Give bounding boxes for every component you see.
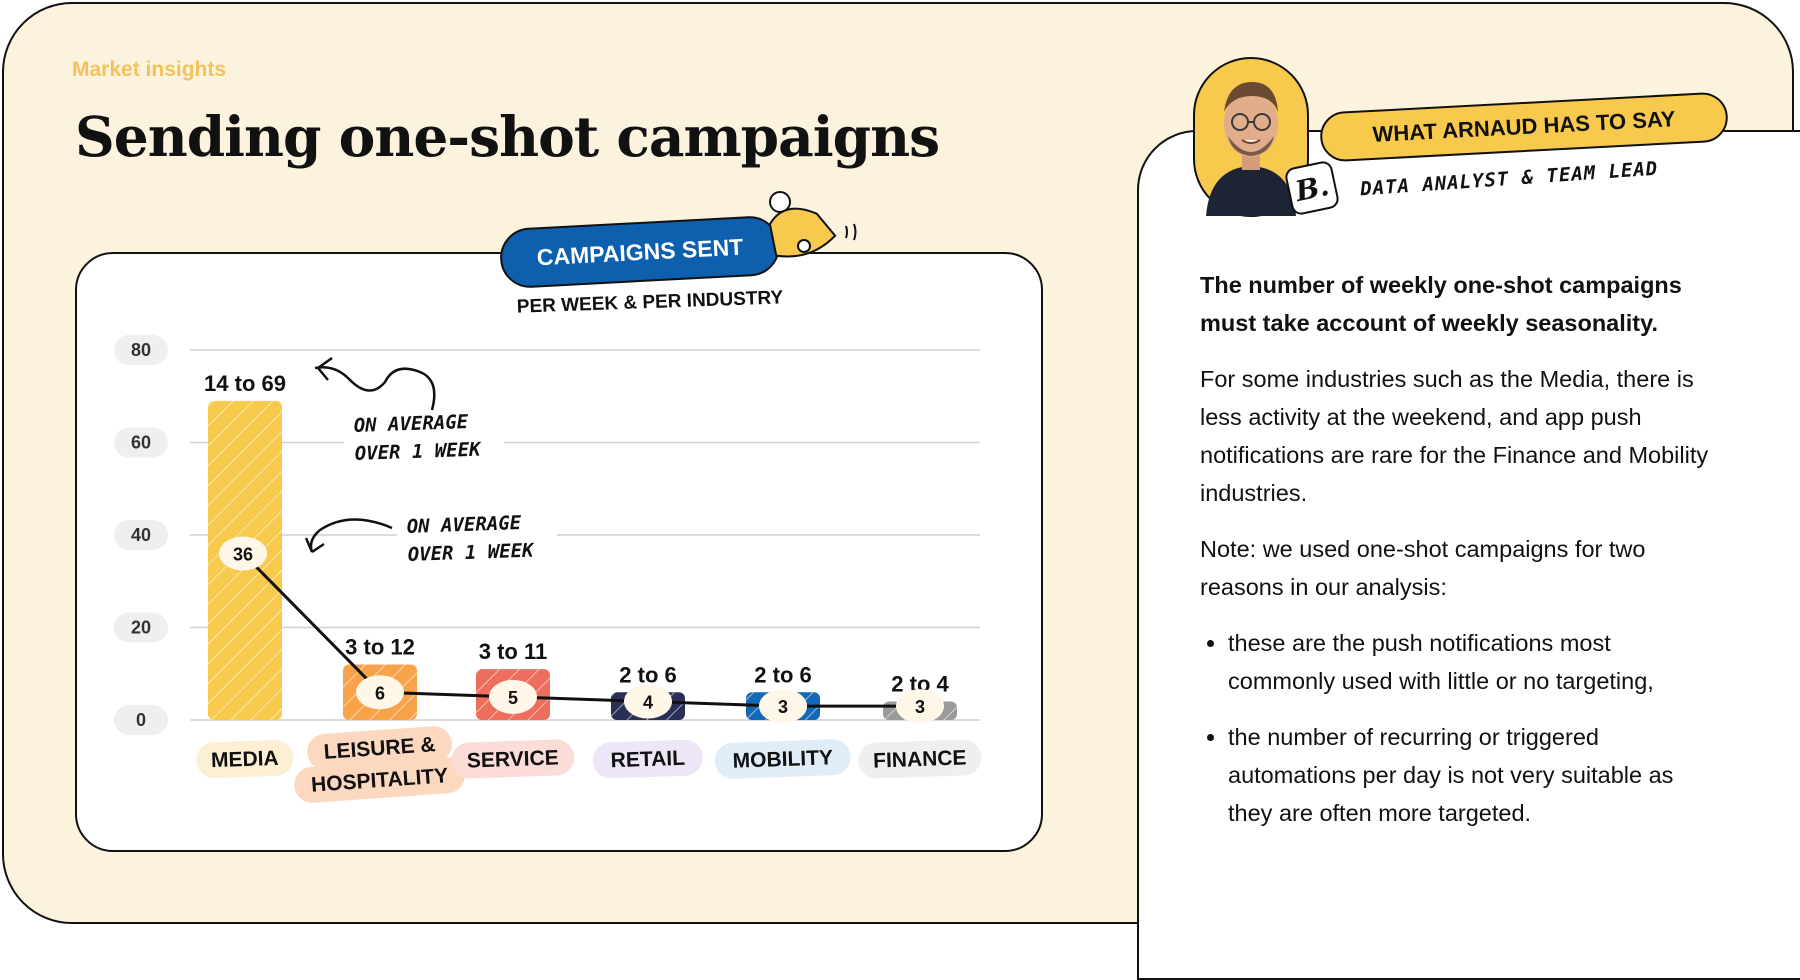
brand-logo: B. bbox=[1283, 159, 1341, 217]
average-marker bbox=[624, 684, 672, 719]
annotation-text: OVER 1 WEEK bbox=[407, 540, 535, 566]
annotation-arrow bbox=[309, 518, 393, 553]
category-label: FINANCE bbox=[873, 746, 967, 772]
y-tick-label: 0 bbox=[136, 710, 146, 730]
commentary-lead: The number of weekly one-shot campaigns … bbox=[1200, 272, 1682, 336]
annotation-text: ON AVERAGE bbox=[406, 512, 522, 538]
average-label: 4 bbox=[643, 693, 653, 713]
category-label: SERVICE bbox=[467, 746, 560, 772]
category-label: MEDIA bbox=[211, 747, 279, 772]
y-tick-label: 60 bbox=[131, 433, 151, 453]
y-tick-label: 80 bbox=[131, 340, 151, 360]
range-label: 3 to 12 bbox=[345, 635, 415, 660]
category-pill bbox=[307, 726, 452, 770]
average-marker bbox=[759, 689, 807, 724]
category-label: RETAIL bbox=[610, 747, 685, 773]
average-label: 36 bbox=[233, 545, 253, 565]
average-marker bbox=[489, 679, 537, 714]
y-tick-pill bbox=[114, 335, 168, 365]
annotation-text: ON AVERAGE bbox=[353, 411, 469, 437]
annotation-bg bbox=[397, 511, 557, 577]
average-marker bbox=[219, 536, 267, 571]
category-pill bbox=[294, 757, 465, 803]
y-tick-pill bbox=[114, 705, 168, 735]
commentary-panel bbox=[1137, 130, 1800, 980]
bullet-item: the number of recurring or triggered aut… bbox=[1228, 718, 1720, 832]
bell-icon bbox=[768, 191, 857, 258]
page: Market insights Sending one-shot campaig… bbox=[0, 0, 1800, 930]
range-label: 2 to 6 bbox=[619, 662, 676, 687]
bar-chart: 80 60 40 20 0 14 to 69 3 to 12 3 to 11 2 to 6 2 t… bbox=[114, 335, 982, 803]
y-tick-pill bbox=[114, 427, 168, 458]
commentary-paragraph-1: For some industries such as the Media, t… bbox=[1200, 366, 1709, 506]
category-pill bbox=[592, 739, 703, 779]
average-label: 6 bbox=[375, 683, 385, 703]
average-label: 3 bbox=[915, 697, 925, 717]
category-label: MOBILITY bbox=[732, 746, 833, 772]
annotation-arrowhead bbox=[304, 537, 325, 554]
annotation-bg bbox=[344, 410, 504, 476]
commentary-paragraph-2: Note: we used one-shot campaigns for two… bbox=[1200, 536, 1646, 600]
page-title: Sending one-shot campaigns bbox=[75, 104, 940, 169]
average-marker bbox=[356, 675, 404, 710]
annotation-arrowhead bbox=[317, 356, 333, 381]
range-label: 2 to 6 bbox=[754, 662, 811, 687]
annotation-text: OVER 1 WEEK bbox=[354, 439, 482, 465]
category-pill bbox=[714, 739, 851, 779]
category-pill bbox=[451, 739, 575, 779]
category-pill bbox=[858, 739, 982, 779]
category-pill bbox=[196, 739, 294, 779]
avatar bbox=[1193, 57, 1309, 217]
range-label: 14 to 69 bbox=[204, 371, 286, 396]
y-tick-label: 20 bbox=[131, 618, 151, 638]
y-tick-label: 40 bbox=[131, 525, 151, 545]
range-label: 3 to 11 bbox=[479, 639, 547, 664]
y-tick-pill bbox=[114, 612, 168, 643]
commentary-text: The number of weekly one-shot campaigns … bbox=[1200, 266, 1720, 850]
y-tick-pill bbox=[114, 520, 168, 550]
average-marker bbox=[896, 689, 944, 724]
annotation-arrow bbox=[314, 366, 436, 411]
eyebrow-label: Market insights bbox=[72, 58, 227, 81]
average-label: 5 bbox=[508, 688, 518, 708]
average-label: 3 bbox=[778, 697, 788, 717]
bullet-item: these are the push notifications most co… bbox=[1228, 624, 1720, 700]
commentary-bullets: these are the push notifications most co… bbox=[1200, 624, 1720, 832]
